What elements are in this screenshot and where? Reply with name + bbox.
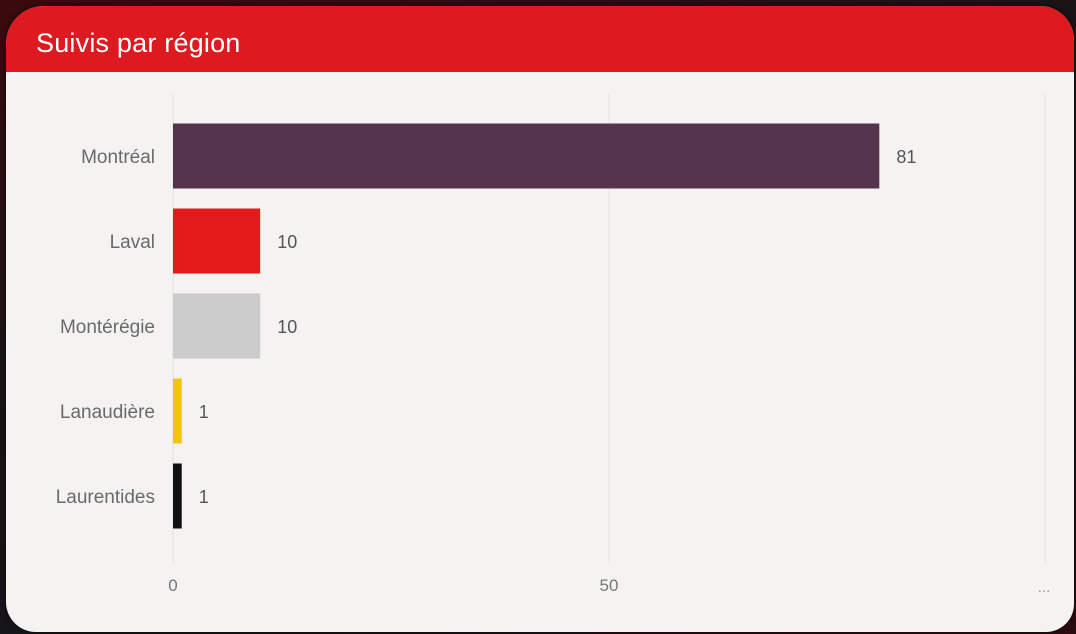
data-label: 1 [199, 402, 209, 422]
data-label: 81 [896, 147, 916, 167]
data-label: 10 [277, 317, 297, 337]
bar-laurentides[interactable] [173, 463, 182, 529]
category-label: Lanaudière [60, 402, 155, 423]
bar-lanaudiere[interactable] [173, 378, 182, 444]
category-label: Laval [110, 232, 155, 253]
bar-monteregie[interactable] [173, 293, 261, 359]
chart-card: Suivis par région 0 50... Montréal 81 Laval 1… [6, 6, 1074, 632]
x-tick-label: 0 [168, 576, 177, 595]
data-label: 1 [199, 487, 209, 507]
category-label: Montréal [81, 147, 155, 168]
category-label: Laurentides [56, 487, 155, 508]
axis-more-indicator: ... [1038, 579, 1051, 596]
card-header: Suivis par région [6, 6, 1074, 72]
bar-montreal[interactable] [173, 123, 880, 189]
category-label: Montérégie [60, 317, 155, 338]
x-tick-label: 50 [600, 576, 619, 595]
bar-chart: 0 50 ... Montréal 81 Laval 10 Montérégie 10 Lanau… [56, 94, 1051, 596]
bar-laval[interactable] [173, 208, 261, 274]
data-label: 10 [277, 232, 297, 252]
card-title: Suivis par région [36, 28, 241, 58]
